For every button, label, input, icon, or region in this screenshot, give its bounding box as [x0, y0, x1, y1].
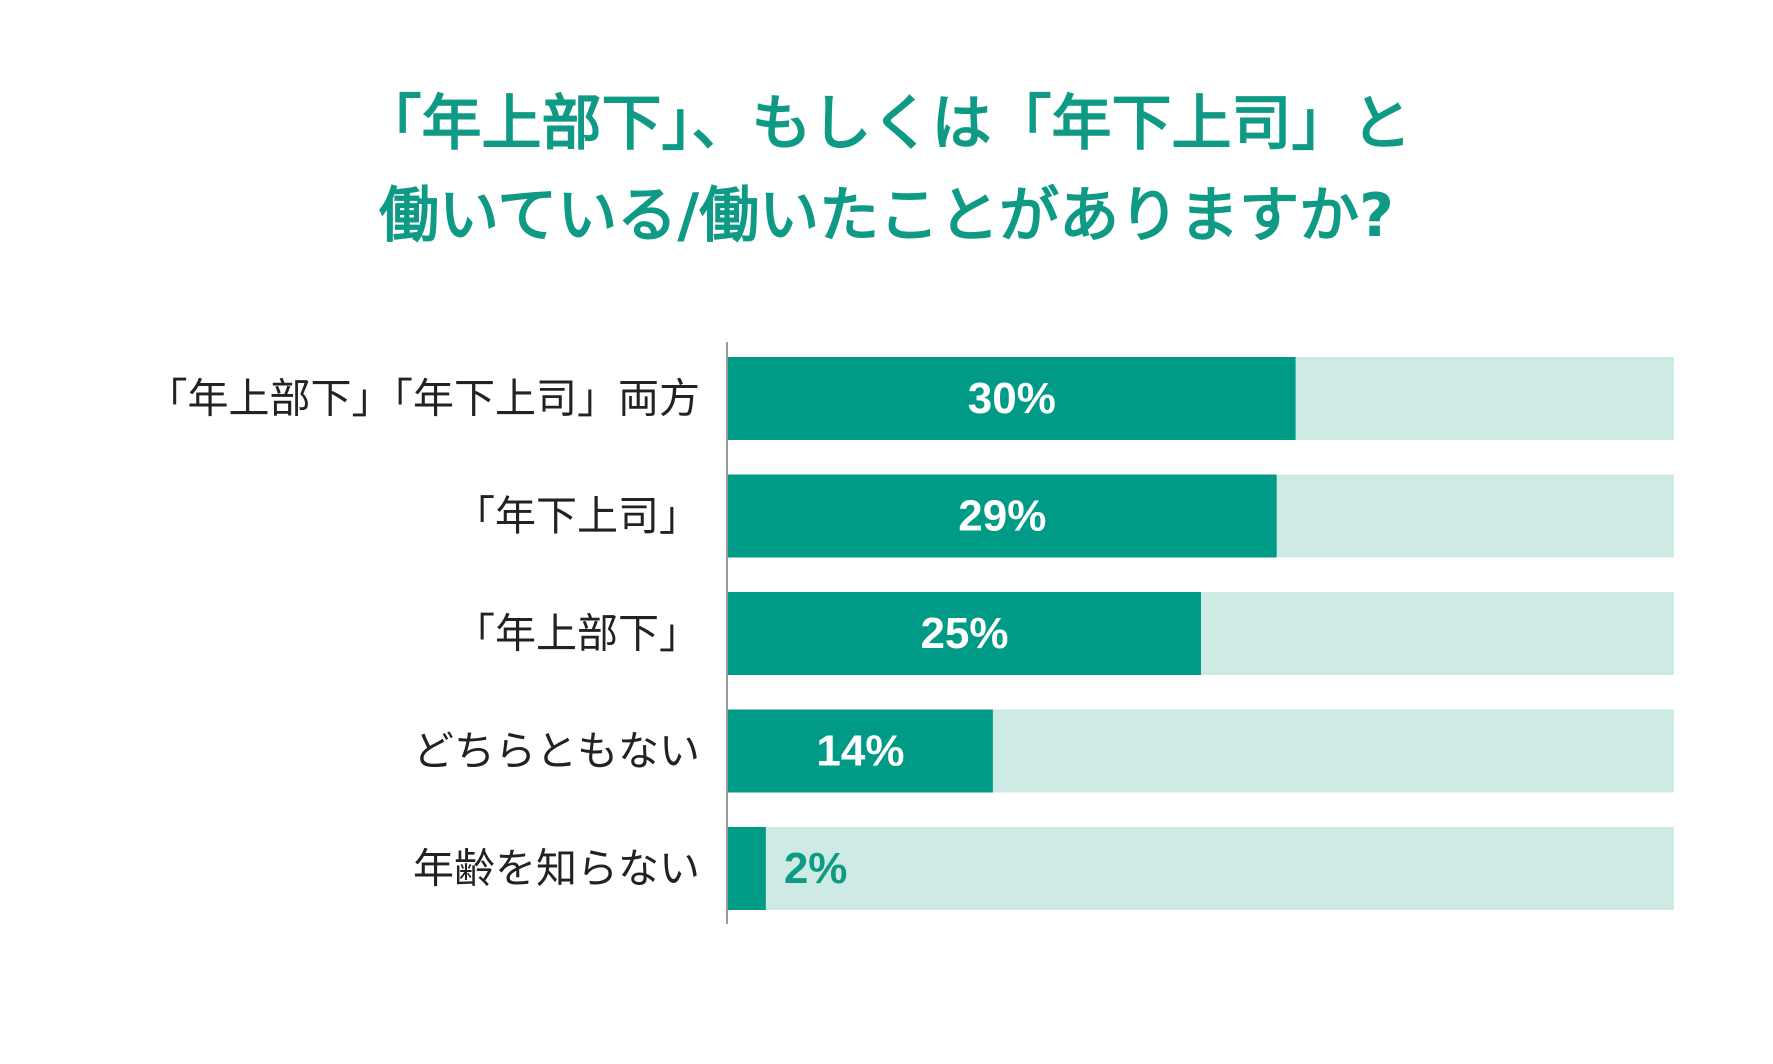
category-label: 年齢を知らない [413, 845, 700, 893]
category-label: どちらともない [413, 727, 700, 775]
category-label: 「年上部下」 [454, 610, 700, 658]
bar [728, 474, 1277, 558]
bar-track [728, 827, 1674, 910]
bar [728, 709, 993, 793]
value-label: 30% [968, 374, 1056, 423]
category-label: 「年上部下」「年下上司」両方 [147, 375, 701, 423]
chart-title-line-1: 「年上部下」、もしくは「年下上司」と [361, 89, 1412, 159]
bar [728, 827, 766, 910]
category-label: 「年下上司」 [454, 492, 700, 540]
value-label: 29% [958, 492, 1046, 541]
bar [728, 357, 1296, 440]
value-label: 14% [816, 727, 904, 776]
chart-title: 「年上部下」、もしくは「年下上司」と 働いている/働いたことがありますか? [0, 78, 1773, 262]
chart-title-line-2: 働いている/働いたことがありますか? [379, 181, 1394, 251]
bar [728, 592, 1201, 675]
value-label: 2% [784, 844, 848, 893]
value-label: 25% [920, 609, 1008, 658]
